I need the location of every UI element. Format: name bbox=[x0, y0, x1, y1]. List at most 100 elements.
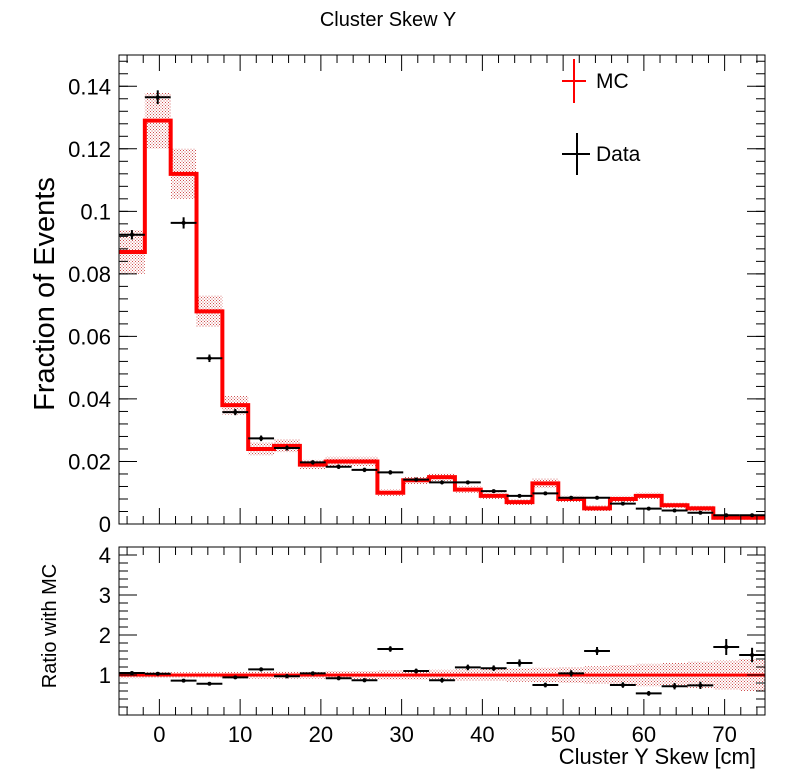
data-points bbox=[119, 90, 765, 518]
ratio-marker bbox=[414, 669, 419, 673]
y-tick-label: 0.06 bbox=[68, 324, 111, 349]
ratio-marker bbox=[440, 678, 444, 683]
ratio-point bbox=[403, 668, 430, 674]
ratio-y-tick-label: 3 bbox=[99, 583, 111, 608]
data-point bbox=[144, 90, 171, 105]
data-point bbox=[584, 495, 610, 500]
data-point bbox=[248, 435, 275, 442]
x-tick-label: 40 bbox=[470, 722, 494, 747]
ratio-point bbox=[274, 674, 300, 679]
mc-step-line bbox=[119, 118, 765, 520]
legend-entry-data: Data bbox=[562, 133, 641, 175]
ratio-point bbox=[119, 671, 145, 675]
data-marker bbox=[336, 464, 341, 469]
ratio-marker bbox=[569, 671, 574, 676]
ratio-point bbox=[687, 681, 714, 689]
legend-label-data: Data bbox=[596, 143, 641, 166]
data-marker bbox=[207, 356, 212, 361]
y-tick-label: 0.08 bbox=[68, 262, 111, 287]
data-marker bbox=[155, 95, 160, 100]
ratio-y-tick-label: 2 bbox=[99, 623, 111, 648]
data-point bbox=[274, 445, 300, 451]
data-point bbox=[739, 513, 765, 518]
data-marker bbox=[440, 480, 444, 485]
data-marker bbox=[672, 508, 677, 513]
data-point bbox=[713, 513, 740, 518]
ratio-marker bbox=[284, 674, 289, 679]
ratio-marker bbox=[620, 683, 625, 687]
data-marker bbox=[750, 513, 755, 518]
data-marker bbox=[414, 477, 419, 482]
data-marker bbox=[388, 470, 393, 475]
ratio-frame bbox=[118, 546, 766, 716]
data-point bbox=[170, 217, 197, 229]
data-marker bbox=[569, 495, 574, 500]
ratio-point bbox=[351, 678, 378, 683]
data-marker bbox=[698, 510, 703, 515]
ratio-marker bbox=[491, 666, 496, 671]
y-tick-label: 0.12 bbox=[68, 137, 111, 162]
ratio-point bbox=[609, 682, 636, 688]
data-marker bbox=[233, 410, 238, 415]
data-point bbox=[532, 491, 559, 496]
ratio-point bbox=[170, 678, 197, 683]
ratio-marker bbox=[698, 683, 703, 688]
data-point bbox=[454, 480, 481, 485]
ratio-marker bbox=[672, 684, 677, 689]
data-marker bbox=[362, 467, 367, 472]
chart-title: Cluster Skew Y bbox=[320, 9, 456, 31]
ratio-marker bbox=[207, 681, 212, 686]
ratio-point bbox=[299, 671, 326, 676]
mc-histogram bbox=[119, 118, 765, 520]
x-tick-label: 30 bbox=[389, 722, 413, 747]
data-point bbox=[403, 477, 430, 482]
data-point bbox=[325, 464, 352, 469]
ratio-marker bbox=[750, 653, 755, 657]
data-marker bbox=[259, 436, 264, 441]
ratio-marker bbox=[388, 647, 393, 651]
ratio-marker bbox=[233, 675, 238, 680]
x-tick-label: 50 bbox=[551, 722, 575, 747]
ratio-marker bbox=[724, 645, 729, 649]
ratio-point bbox=[454, 664, 481, 671]
data-point bbox=[506, 493, 533, 498]
data-marker bbox=[491, 489, 496, 494]
data-point bbox=[351, 467, 378, 473]
main-y-axis-label: Fraction of Events bbox=[29, 177, 61, 411]
ratio-point bbox=[377, 646, 404, 652]
y-tick-label: 0 bbox=[99, 512, 111, 537]
ratio-point bbox=[506, 659, 533, 667]
y-tick-label: 0.14 bbox=[68, 74, 111, 99]
ratio-point bbox=[661, 683, 688, 690]
data-point bbox=[119, 230, 145, 240]
y-tick-label: 0.02 bbox=[68, 449, 111, 474]
ratio-marker bbox=[595, 649, 600, 653]
ratio-points bbox=[119, 639, 765, 696]
ratio-marker bbox=[310, 671, 315, 676]
ratio-point bbox=[739, 647, 765, 663]
data-marker bbox=[129, 232, 134, 237]
mc-uncertainty-band bbox=[119, 92, 765, 520]
y-tick-label: 0.04 bbox=[68, 387, 111, 412]
ratio-marker bbox=[465, 665, 470, 670]
ratio-marker bbox=[259, 667, 264, 672]
ratio-y-tick-label: 4 bbox=[99, 543, 111, 568]
ratio-marker bbox=[646, 691, 651, 696]
x-tick-label: 10 bbox=[228, 722, 252, 747]
ratio-point bbox=[635, 691, 662, 696]
data-marker bbox=[181, 220, 186, 225]
legend: MC Data bbox=[562, 59, 641, 175]
data-point bbox=[661, 508, 688, 513]
data-point bbox=[299, 460, 326, 465]
ratio-point bbox=[325, 676, 352, 681]
data-point bbox=[377, 470, 404, 475]
x-tick-label: 0 bbox=[153, 722, 165, 747]
x-tick-label: 20 bbox=[309, 722, 333, 747]
data-point bbox=[558, 495, 585, 500]
ratio-point bbox=[558, 670, 585, 677]
data-point bbox=[609, 501, 636, 506]
data-marker bbox=[620, 501, 625, 506]
x-tick-label: 70 bbox=[712, 722, 736, 747]
